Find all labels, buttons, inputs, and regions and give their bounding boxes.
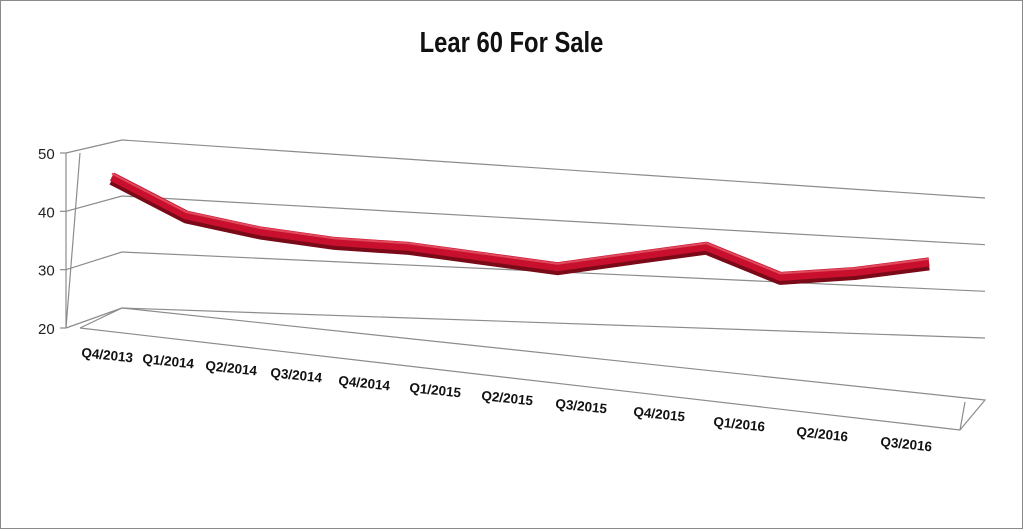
x-tick-label: Q2/2016 xyxy=(796,424,850,444)
chart-series xyxy=(109,172,930,285)
chart-gridlines xyxy=(60,139,986,339)
x-tick-label: Q1/2015 xyxy=(409,380,463,400)
x-tick-label: Q4/2015 xyxy=(633,404,687,424)
chart-walls xyxy=(65,152,987,431)
y-tick-label: 50 xyxy=(38,146,55,163)
gridline-back xyxy=(121,195,986,246)
gridline-side xyxy=(65,307,123,329)
gridline-side xyxy=(65,195,123,212)
x-tick-label: Q2/2015 xyxy=(481,388,535,408)
gridline-side xyxy=(65,251,123,271)
y-tick-label: 20 xyxy=(38,321,55,338)
x-tick-label: Q2/2014 xyxy=(205,358,259,378)
x-axis-ticks: Q4/2013 Q1/2014 Q2/2014 Q3/2014 Q4/2014 Q1/20… xyxy=(81,345,934,454)
floor-right-edge xyxy=(959,401,966,431)
x-tick-label: Q4/2013 xyxy=(81,345,135,365)
y-axis-ticks: 20 30 40 50 xyxy=(38,146,55,338)
chart-title: Lear 60 For Sale xyxy=(419,27,604,59)
x-tick-label: Q3/2014 xyxy=(270,365,324,385)
x-tick-label: Q3/2015 xyxy=(555,396,609,416)
side-wall-edge xyxy=(65,152,81,329)
x-tick-label: Q4/2014 xyxy=(338,373,392,393)
y-tick-label: 30 xyxy=(38,263,55,280)
x-tick-label: Q1/2016 xyxy=(713,414,767,434)
series-line-highlight xyxy=(111,172,930,275)
x-tick-label: Q3/2016 xyxy=(880,434,934,454)
y-tick-label: 40 xyxy=(38,204,55,221)
gridline-back xyxy=(121,307,986,339)
series-line xyxy=(109,172,930,281)
x-tick-label: Q1/2014 xyxy=(142,351,196,371)
floor-edge xyxy=(79,307,987,431)
gridline-back xyxy=(121,139,986,199)
gridline-side xyxy=(65,139,123,154)
floor-front-edge xyxy=(79,327,961,431)
